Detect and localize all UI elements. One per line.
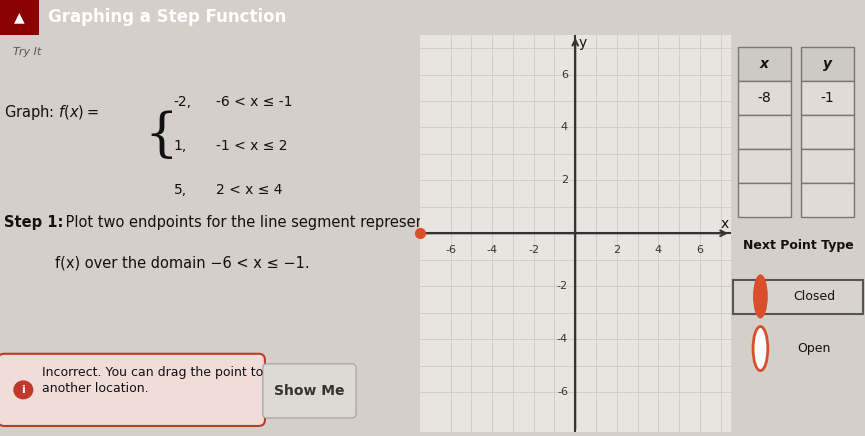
Text: 1,: 1, <box>174 139 187 153</box>
Text: x: x <box>760 57 769 71</box>
FancyBboxPatch shape <box>738 149 791 183</box>
FancyBboxPatch shape <box>0 354 265 426</box>
Text: y: y <box>823 57 832 71</box>
Text: -4: -4 <box>557 334 568 344</box>
Text: -2: -2 <box>529 245 539 255</box>
Text: Closed: Closed <box>793 290 835 303</box>
Text: y: y <box>579 36 586 50</box>
Text: -1: -1 <box>821 91 835 105</box>
Text: -8: -8 <box>758 91 772 105</box>
Text: Plot two endpoints for the line segment representing: Plot two endpoints for the line segment … <box>61 215 454 230</box>
Text: 5,: 5, <box>174 183 187 198</box>
Text: Graph: $f(x) =$: Graph: $f(x) =$ <box>4 103 99 122</box>
Text: f(x) over the domain −6 < x ≤ −1.: f(x) over the domain −6 < x ≤ −1. <box>55 255 310 270</box>
Circle shape <box>14 381 33 399</box>
FancyBboxPatch shape <box>801 47 855 81</box>
Text: Next Point Type: Next Point Type <box>742 239 854 252</box>
Text: 4: 4 <box>655 245 662 255</box>
FancyBboxPatch shape <box>738 183 791 218</box>
FancyBboxPatch shape <box>738 81 791 115</box>
Text: Try It: Try It <box>13 47 41 57</box>
Text: 6: 6 <box>561 70 568 79</box>
Text: Open: Open <box>798 342 830 355</box>
Text: Incorrect. You can drag the point to: Incorrect. You can drag the point to <box>42 366 264 379</box>
Text: Show Me: Show Me <box>274 384 344 398</box>
Text: Step 1:: Step 1: <box>4 215 64 230</box>
FancyBboxPatch shape <box>733 279 863 313</box>
Text: -4: -4 <box>487 245 497 255</box>
Text: x: x <box>721 217 729 231</box>
Text: Graphing a Step Function: Graphing a Step Function <box>48 8 286 27</box>
Text: -2,: -2, <box>174 95 192 109</box>
Text: i: i <box>22 385 25 395</box>
Text: -6: -6 <box>557 387 568 397</box>
Text: -2: -2 <box>557 281 568 291</box>
Circle shape <box>753 327 768 371</box>
Text: 2 < x ≤ 4: 2 < x ≤ 4 <box>216 183 283 198</box>
Text: 6: 6 <box>696 245 703 255</box>
Text: -6 < x ≤ -1: -6 < x ≤ -1 <box>216 95 292 109</box>
Text: 2: 2 <box>561 175 568 185</box>
FancyBboxPatch shape <box>801 149 855 183</box>
FancyBboxPatch shape <box>801 115 855 149</box>
FancyBboxPatch shape <box>738 115 791 149</box>
Bar <box>0 0 39 35</box>
Text: 2: 2 <box>613 245 620 255</box>
FancyBboxPatch shape <box>801 183 855 218</box>
Text: -6: -6 <box>445 245 456 255</box>
Text: {: { <box>144 110 177 160</box>
Text: -1 < x ≤ 2: -1 < x ≤ 2 <box>216 139 288 153</box>
Text: another location.: another location. <box>42 382 149 395</box>
Circle shape <box>753 274 768 318</box>
FancyBboxPatch shape <box>738 47 791 81</box>
Text: ▲: ▲ <box>14 10 24 24</box>
Text: 4: 4 <box>561 123 568 133</box>
FancyBboxPatch shape <box>801 81 855 115</box>
FancyBboxPatch shape <box>263 364 356 418</box>
